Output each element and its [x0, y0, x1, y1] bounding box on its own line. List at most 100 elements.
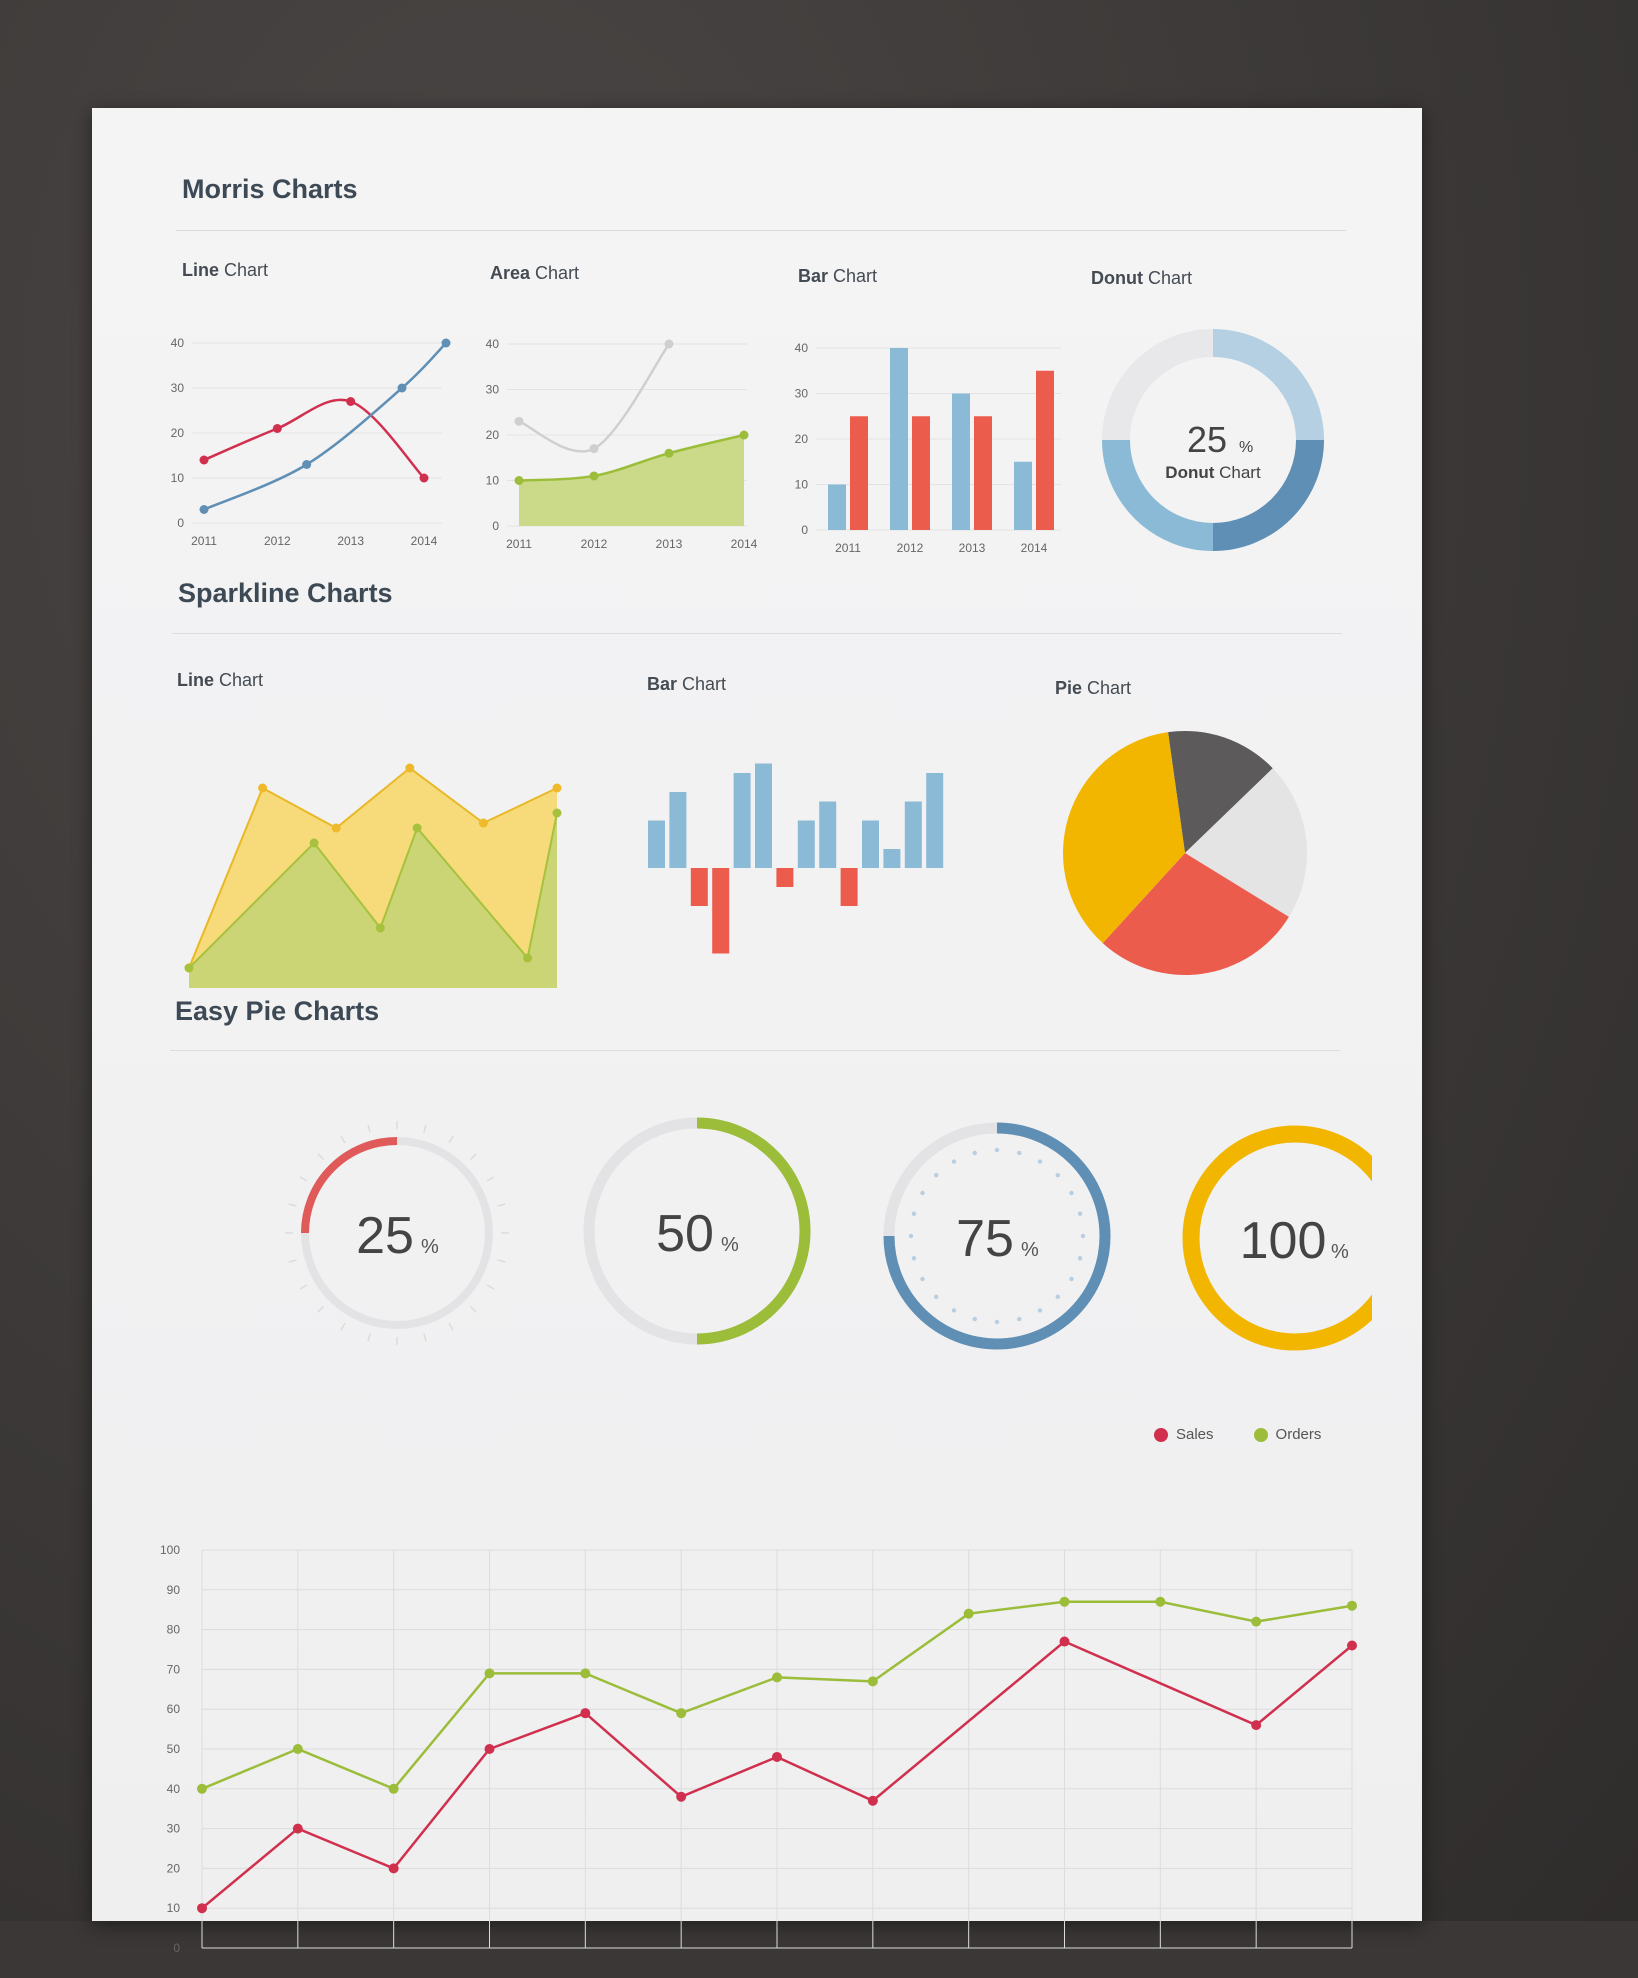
data-point: [292, 1823, 303, 1834]
y-tick-label: 0: [801, 523, 808, 537]
series-line: [518, 433, 745, 482]
spark-bar: [648, 820, 665, 868]
tick-mark: [486, 1176, 495, 1182]
spark-bar: [755, 763, 772, 868]
legend-sales-label: Sales: [1176, 1426, 1214, 1443]
y-tick-label: 30: [795, 387, 809, 401]
tick-dot: [1055, 1294, 1061, 1300]
donut-segment: [1102, 439, 1214, 551]
data-point: [589, 444, 599, 454]
donut-chart-title: Donut Chart: [1091, 268, 1193, 288]
spark-bar: [862, 820, 879, 868]
x-tick-label: 2013: [656, 537, 683, 551]
easy-pie-value: 100: [1240, 1212, 1327, 1270]
x-tick-label: 2012: [897, 541, 924, 555]
data-point: [199, 505, 209, 514]
tick-dot: [1037, 1308, 1043, 1313]
spark-bar: [883, 849, 901, 868]
tick-mark: [299, 1284, 308, 1290]
x-tick-label: 2014: [1021, 541, 1048, 555]
section-title-easy-pie: Easy Pie Charts: [175, 996, 380, 1026]
y-tick-label: 50: [167, 1742, 181, 1756]
tick-mark: [486, 1284, 495, 1290]
data-point: [292, 1744, 303, 1754]
bar-chart-title: Bar Chart: [798, 266, 878, 286]
bar: [890, 348, 908, 530]
tick-mark: [317, 1306, 324, 1313]
y-tick-label: 20: [486, 428, 500, 442]
tick-dot: [911, 1211, 917, 1216]
legend-sales-swatch: [1154, 1427, 1168, 1442]
data-point: [514, 416, 524, 426]
tick-dot: [1080, 1233, 1086, 1239]
tick-mark: [423, 1124, 427, 1133]
data-point: [1155, 1596, 1166, 1607]
data-point: [441, 338, 451, 348]
easy-pie-arc: [696, 1117, 811, 1345]
divider: [170, 1050, 1340, 1051]
tick-dot: [972, 1316, 977, 1322]
x-tick-label: 2013: [959, 541, 986, 555]
tick-mark: [423, 1333, 427, 1342]
easy-pie-arc: [1182, 1125, 1372, 1351]
y-tick-label: 10: [167, 1901, 181, 1915]
data-point: [676, 1791, 687, 1802]
tick-mark: [367, 1333, 371, 1342]
x-tick-label: 2011: [191, 534, 217, 548]
data-point: [867, 1676, 878, 1687]
morris-donut-chart: 25 % Donut Chart: [1102, 329, 1324, 551]
y-tick-label: 40: [486, 337, 500, 351]
data-point: [199, 455, 209, 465]
sparkline-bar-chart: [648, 763, 944, 954]
spark-bar: [904, 801, 922, 868]
area-fill: [519, 435, 744, 526]
data-point: [309, 838, 319, 848]
data-point: [676, 1708, 687, 1719]
y-tick-label: 10: [795, 478, 809, 492]
data-point: [1251, 1720, 1262, 1731]
y-tick-label: 0: [177, 516, 184, 530]
data-point: [412, 823, 422, 833]
y-tick-label: 10: [171, 471, 185, 485]
easy-pie-unit: %: [421, 1236, 439, 1258]
tick-dot: [1017, 1150, 1022, 1156]
bar: [974, 416, 992, 530]
donut-label-bold: Donut: [1165, 463, 1214, 482]
y-tick-label: 60: [167, 1702, 181, 1716]
morris-area-chart: 0 10 20 30 40 2011 2012 2013 2014: [486, 337, 758, 551]
easy-pie-value: 50: [656, 1205, 714, 1263]
easy-pie-charts: 25% 50% 75% 100%: [285, 1117, 1372, 1351]
tick-mark: [448, 1135, 454, 1144]
y-tick-label: 30: [486, 383, 500, 397]
spark-bar: [797, 820, 815, 868]
data-point: [589, 471, 599, 481]
tick-dot: [933, 1172, 939, 1178]
x-tick-label: 2014: [411, 534, 438, 548]
series-line: [203, 342, 447, 511]
sparkline-line: [188, 812, 558, 969]
donut-segment: [1212, 439, 1324, 551]
tick-dot: [1017, 1316, 1022, 1322]
data-point: [484, 1668, 495, 1679]
data-point: [184, 963, 194, 973]
tick-mark: [288, 1259, 297, 1263]
data-point: [388, 1863, 399, 1874]
x-tick-label: 2012: [581, 537, 608, 551]
data-point: [197, 1903, 207, 1914]
data-point: [552, 783, 562, 793]
bar: [1014, 461, 1032, 530]
y-tick-label: 10: [486, 474, 500, 488]
tick-dot: [933, 1294, 939, 1300]
data-point: [478, 818, 488, 828]
data-point: [1251, 1616, 1262, 1627]
sparkline-area: [189, 813, 557, 988]
tick-mark: [340, 1135, 346, 1144]
data-point: [514, 476, 524, 485]
data-point: [739, 430, 749, 440]
easy-pie-value: 25: [356, 1207, 414, 1265]
sparkline-pie-title: Pie Chart: [1055, 678, 1132, 698]
donut-label: Donut Chart: [1165, 463, 1261, 482]
data-point: [258, 783, 268, 793]
data-point: [1347, 1640, 1357, 1651]
tick-mark: [497, 1259, 506, 1263]
